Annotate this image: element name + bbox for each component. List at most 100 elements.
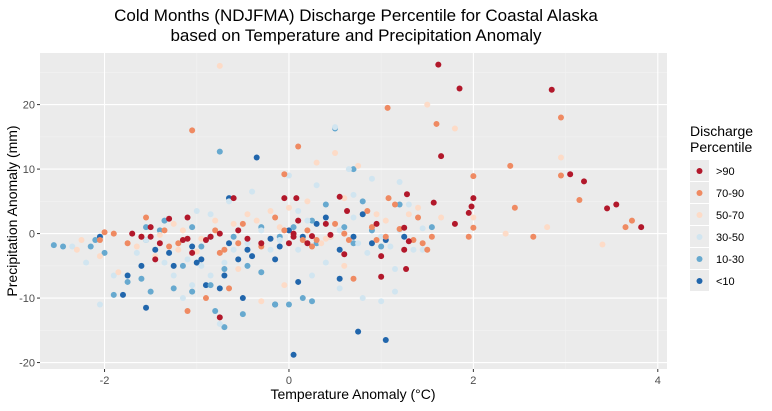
data-point (216, 314, 223, 321)
data-point (304, 217, 311, 224)
data-point (359, 198, 366, 205)
data-point (396, 178, 403, 185)
data-point (110, 291, 117, 298)
series-50-70 (73, 62, 606, 305)
data-point (226, 198, 233, 205)
minor-gridlines (40, 53, 667, 369)
data-point (60, 243, 67, 250)
data-point (403, 266, 410, 273)
series->90 (129, 61, 645, 321)
data-point (470, 214, 477, 221)
data-point (373, 220, 380, 227)
data-point (465, 233, 472, 240)
legend-key-point (696, 212, 703, 218)
data-point (336, 227, 343, 234)
y-tick-label: -20 (19, 358, 35, 370)
data-point (428, 233, 435, 240)
data-point (184, 235, 191, 242)
legend-title-line1: Discharge (690, 123, 753, 139)
data-point (290, 224, 297, 231)
legend-label: >90 (716, 166, 735, 178)
legend-label: 50-70 (716, 210, 744, 222)
legend: Discharge Percentile >90 70-90 50-70 30-50 1… (690, 123, 753, 291)
data-point (101, 229, 108, 236)
data-point (391, 266, 398, 273)
data-point (96, 301, 103, 308)
data-point (138, 262, 145, 269)
data-point (87, 243, 94, 250)
data-point (378, 243, 385, 250)
data-point (544, 224, 551, 231)
data-point (511, 204, 518, 211)
data-point (285, 301, 292, 308)
data-point (258, 240, 265, 247)
data-point (184, 307, 191, 314)
data-point (175, 240, 182, 247)
data-point (295, 143, 302, 150)
data-point (161, 217, 168, 224)
data-point (384, 104, 391, 111)
data-point (309, 233, 316, 240)
legend-key-point (696, 278, 703, 284)
data-point (193, 248, 200, 255)
data-point (419, 240, 426, 247)
data-point (175, 246, 182, 253)
data-point (166, 215, 173, 222)
data-point (322, 235, 329, 242)
data-point (281, 227, 288, 234)
data-point (50, 242, 57, 249)
data-point (295, 208, 302, 214)
data-point (290, 230, 297, 237)
data-point (138, 275, 145, 282)
data-point (332, 149, 339, 156)
data-point (230, 195, 237, 202)
data-point (359, 211, 366, 218)
data-point (207, 272, 214, 279)
data-point (341, 224, 348, 231)
data-point (179, 227, 186, 234)
data-point (244, 240, 251, 247)
legend-key-point (696, 190, 703, 196)
data-point (267, 246, 274, 253)
data-point (313, 237, 320, 244)
data-point (272, 256, 279, 263)
data-point (368, 175, 375, 182)
data-point (156, 231, 163, 238)
data-point (502, 230, 509, 237)
data-point (147, 233, 154, 240)
data-point (456, 85, 463, 92)
data-point (96, 237, 103, 244)
data-point (152, 246, 159, 253)
data-point (378, 298, 385, 305)
series-10-30 (50, 125, 435, 331)
data-point (622, 224, 629, 231)
x-axis-title: Temperature Anomaly (°C) (270, 386, 435, 402)
data-point (322, 214, 329, 221)
data-point (96, 253, 103, 260)
data-point (249, 253, 256, 260)
data-point (391, 288, 398, 295)
data-point (410, 237, 417, 244)
data-point (295, 246, 302, 253)
data-point (299, 295, 306, 302)
data-point (152, 256, 159, 263)
data-point (226, 285, 233, 292)
series-<10 (96, 154, 408, 358)
legend-label: 70-90 (716, 188, 744, 200)
data-point (202, 282, 209, 289)
data-point (344, 208, 351, 214)
data-point (359, 295, 366, 302)
data-point (276, 243, 283, 250)
data-point (281, 282, 288, 289)
data-point (258, 269, 265, 276)
data-point (382, 217, 389, 224)
data-point (410, 246, 417, 253)
data-point (281, 171, 288, 178)
data-point (313, 220, 320, 227)
data-point (216, 320, 223, 327)
data-point (391, 201, 398, 208)
data-point (336, 275, 343, 282)
data-point (350, 233, 357, 240)
data-point (235, 266, 242, 273)
data-point (272, 301, 279, 308)
